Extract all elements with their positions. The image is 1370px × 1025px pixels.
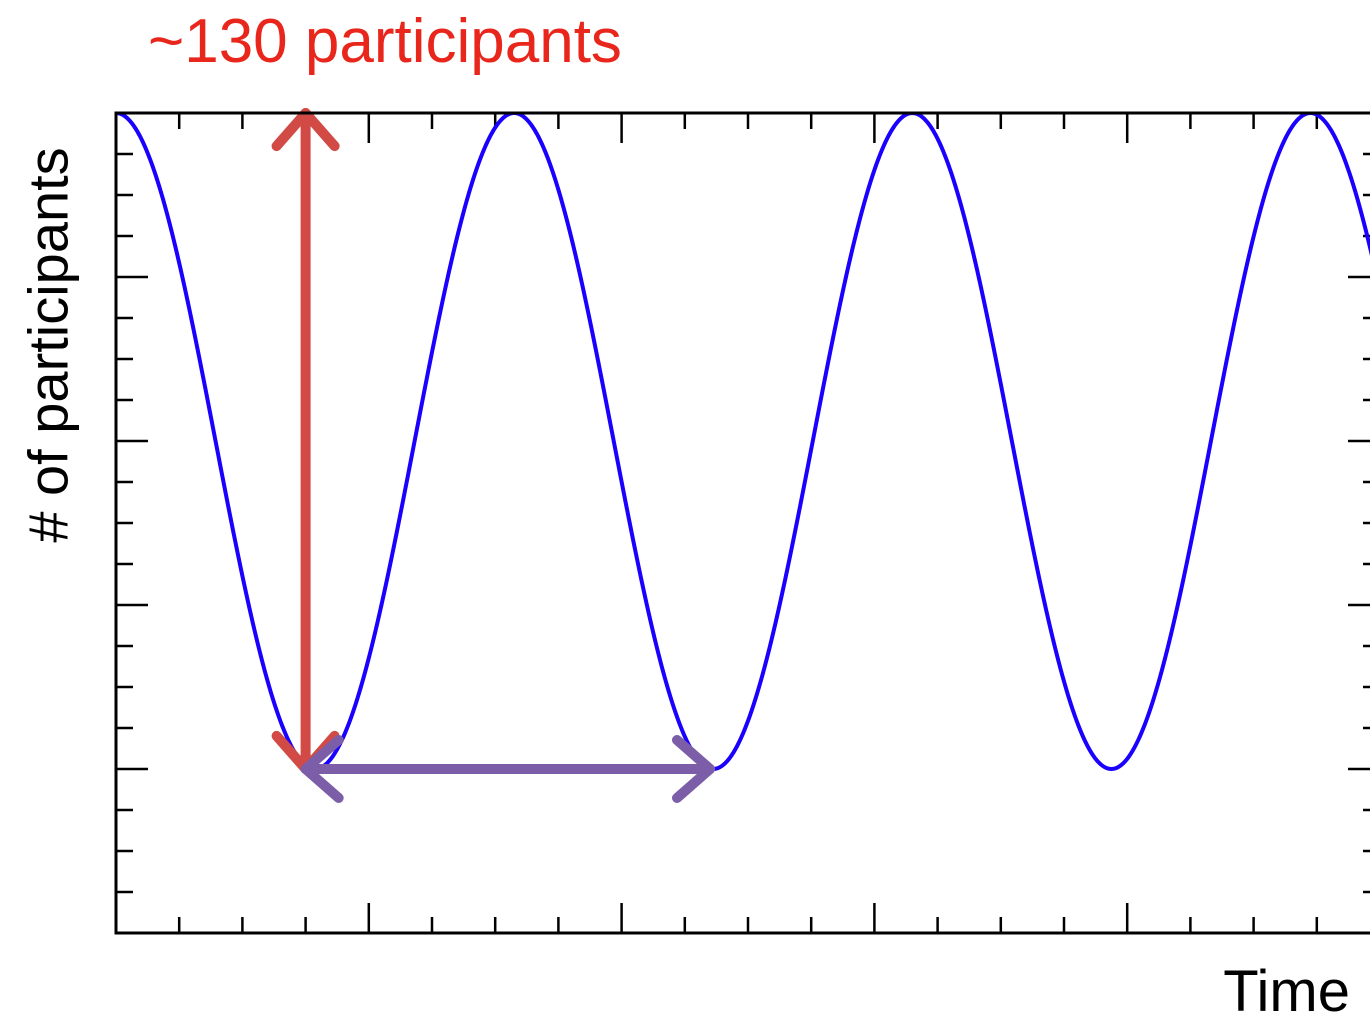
participants-annotation: ~130 participants	[148, 7, 622, 76]
amplitude-arrow	[271, 108, 340, 774]
period-arrow	[300, 734, 716, 804]
y-axis-label: # of participants	[16, 147, 80, 543]
period-arrow-head	[672, 734, 716, 804]
plot-frame	[114, 111, 1370, 935]
annotation-arrows	[271, 108, 716, 804]
x-axis-label: Time	[1223, 959, 1350, 1024]
period-arrow-head	[300, 734, 344, 804]
series-line	[116, 113, 1370, 771]
